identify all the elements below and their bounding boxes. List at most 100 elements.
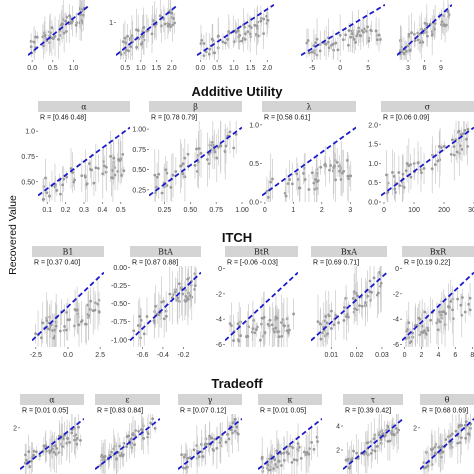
data-point: [260, 455, 264, 459]
data-point: [234, 132, 238, 136]
data-point: [113, 173, 117, 177]
data-point: [457, 424, 461, 427]
y-tick-label: -2: [216, 291, 222, 298]
data-point: [195, 444, 199, 447]
data-point: [413, 32, 416, 36]
data-point: [429, 318, 433, 322]
data-point: [51, 450, 55, 454]
fit-line: [262, 126, 356, 197]
data-point: [77, 425, 80, 429]
data-point: [451, 317, 455, 321]
data-point: [110, 450, 113, 454]
data-point: [149, 421, 153, 425]
y-tick-label: -4: [216, 317, 222, 324]
facet-strip: [95, 394, 160, 405]
data-point: [65, 310, 69, 314]
data-point: [393, 187, 397, 191]
data-point: [32, 453, 35, 457]
correlation-label: R = [0.68 0.69]: [422, 408, 468, 415]
data-point: [262, 17, 266, 21]
data-point: [390, 432, 394, 436]
data-point: [374, 29, 378, 33]
panel-16: γ R = [0.07 0.12]: [178, 394, 242, 474]
data-point: [132, 329, 136, 333]
data-point: [250, 330, 254, 334]
fit-line: [197, 4, 274, 56]
data-point: [253, 23, 257, 27]
panel-7: λ R = [0.58 0.61] 1.0 0.5 0.0 0 1 2 3: [249, 101, 356, 214]
data-point: [246, 30, 250, 34]
data-point: [93, 301, 97, 305]
facet-label: ε: [125, 396, 129, 405]
data-point: [172, 17, 175, 20]
data-layer: [149, 121, 242, 202]
data-point: [59, 192, 62, 196]
data-point: [342, 306, 346, 309]
data-point: [169, 25, 172, 29]
data-point: [435, 321, 439, 325]
data-point: [408, 49, 412, 53]
data-point: [150, 32, 154, 36]
data-point: [179, 164, 182, 168]
data-point: [226, 432, 229, 436]
data-point: [70, 431, 74, 435]
data-point: [440, 146, 443, 149]
data-point: [459, 303, 463, 307]
data-point: [118, 444, 122, 448]
x-tick-label: 2.0: [262, 65, 272, 72]
data-point: [186, 297, 190, 301]
correlation-label: R = [0.39 0.42]: [345, 408, 391, 415]
data-point: [315, 435, 319, 439]
data-point: [430, 167, 434, 171]
data-point: [351, 297, 355, 300]
x-tick-label: -5: [309, 65, 315, 72]
data-point: [341, 38, 345, 42]
data-point: [41, 321, 45, 325]
y-tick-label: 1.5: [368, 142, 378, 149]
data-point: [130, 34, 134, 38]
data-point: [252, 319, 255, 322]
data-point: [231, 421, 235, 425]
data-point: [118, 159, 122, 162]
data-point: [53, 185, 57, 189]
data-point: [344, 458, 348, 462]
data-point: [74, 433, 78, 437]
x-tick-label: 0.0: [63, 352, 73, 359]
data-point: [420, 171, 423, 175]
y-tick-label: 1.0: [25, 129, 35, 136]
fit-line: [32, 271, 104, 342]
data-point: [355, 308, 359, 312]
data-point: [266, 322, 270, 326]
data-layer: [116, 0, 178, 60]
data-point: [163, 22, 167, 26]
data-point: [405, 162, 409, 165]
data-point: [142, 25, 146, 29]
data-point: [436, 159, 440, 163]
data-point: [129, 437, 133, 441]
data-point: [354, 40, 357, 44]
data-point: [65, 441, 69, 445]
data-point: [401, 172, 405, 176]
data-point: [104, 165, 108, 169]
data-point: [283, 324, 286, 328]
x-tick-label: 2: [320, 207, 324, 214]
data-point: [369, 28, 373, 32]
data-point: [422, 466, 426, 470]
data-point: [51, 447, 54, 451]
data-point: [446, 10, 450, 14]
data-point: [275, 316, 279, 320]
data-layer: [32, 271, 104, 347]
data-point: [337, 321, 340, 325]
data-point: [57, 37, 60, 41]
data-point: [335, 161, 339, 164]
data-point: [464, 436, 468, 440]
section-title-itch: ITCH: [221, 230, 253, 245]
correlation-label: R = [0.78 0.79]: [151, 115, 197, 122]
data-point: [262, 32, 266, 36]
data-point: [423, 27, 427, 31]
correlation-label: R = [0.07 0.12]: [180, 408, 226, 415]
data-point: [433, 163, 437, 166]
data-point: [211, 143, 215, 147]
data-point: [332, 48, 336, 52]
data-point: [400, 50, 404, 54]
